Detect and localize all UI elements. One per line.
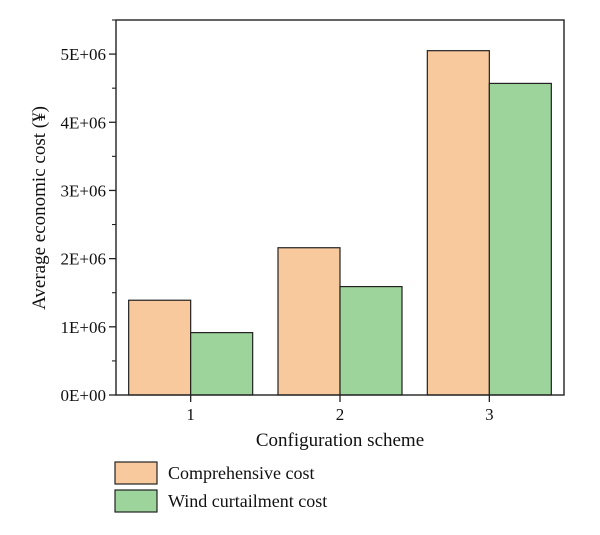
bar-wind-curtailment-cost-3 [488, 82, 552, 396]
y-axis-title: Average economic cost (¥) [29, 106, 50, 310]
legend: Comprehensive cost Wind curtailment cost [114, 461, 327, 513]
bar-comprehensive-cost-3 [426, 50, 490, 396]
legend-swatch-wind-curtailment-cost [114, 489, 158, 513]
x-tick-label-1: 1 [186, 405, 195, 424]
legend-swatch-comprehensive-cost [114, 461, 158, 485]
legend-label-comprehensive-cost: Comprehensive cost [168, 463, 314, 483]
y-tick-label: 3E+06 [61, 181, 106, 200]
bar-comprehensive-cost-2 [277, 247, 341, 396]
bar-wind-curtailment-cost-2 [339, 285, 403, 396]
bar-comprehensive-cost-1 [128, 299, 192, 396]
x-axis-title: Configuration scheme [256, 430, 424, 451]
x-tick-label-3: 3 [485, 405, 494, 424]
y-tick-label: 1E+06 [61, 318, 106, 337]
y-tick-label: 0E+00 [61, 386, 106, 405]
legend-label-wind-curtailment-cost: Wind curtailment cost [168, 491, 327, 511]
bar-wind-curtailment-cost-1 [190, 332, 254, 396]
ticks-group: 0E+00 1E+06 2E+06 3E+06 4E+06 5E+06 1 2 3 [61, 19, 494, 424]
y-tick-label: 5E+06 [61, 45, 106, 64]
y-tick-label: 2E+06 [61, 250, 106, 269]
bars-group [128, 50, 552, 396]
y-tick-label: 4E+06 [61, 113, 106, 132]
x-tick-label-2: 2 [336, 405, 345, 424]
